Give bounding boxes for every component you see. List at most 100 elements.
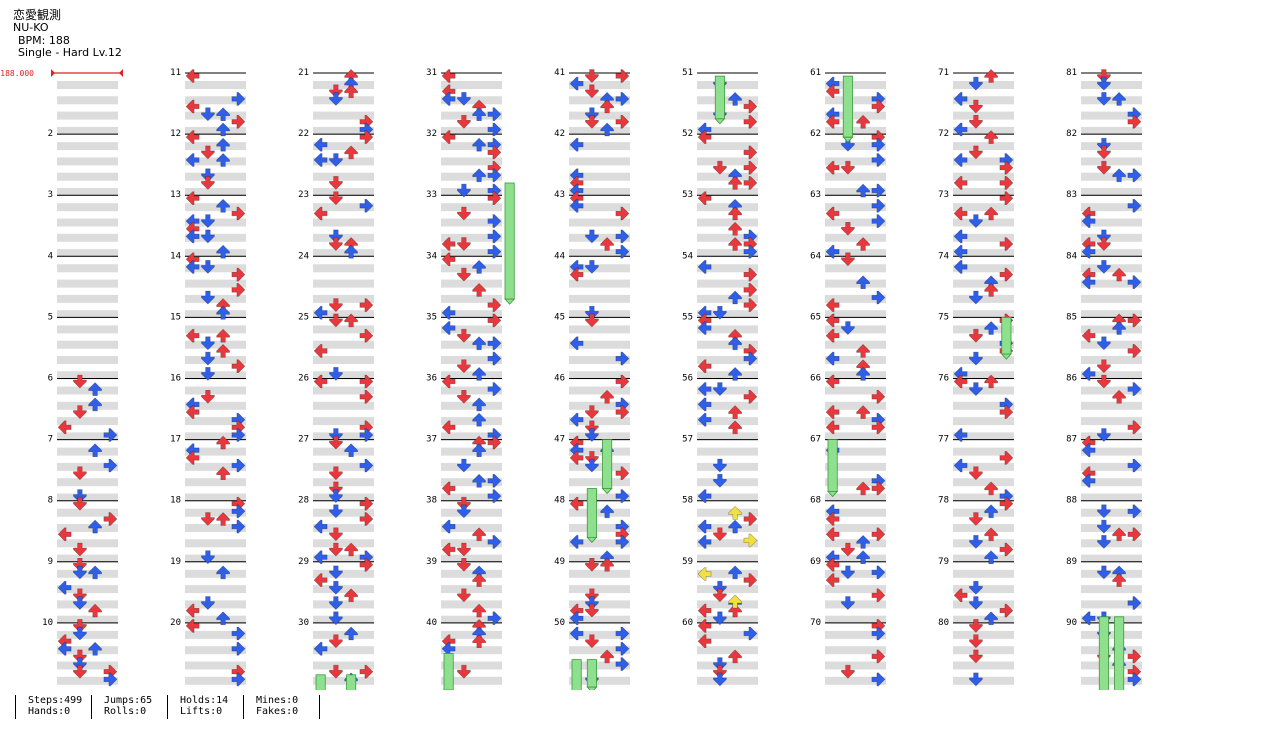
step-arrow: [999, 160, 1014, 175]
step-arrow: [344, 145, 358, 160]
beat-band: [953, 630, 1014, 639]
beat-band: [953, 493, 1014, 502]
beat-band: [825, 126, 886, 135]
hold-body: [714, 75, 725, 120]
step-arrow: [329, 542, 343, 557]
beat-band: [569, 600, 630, 609]
step-arrow: [697, 519, 712, 534]
step-arrow: [487, 489, 502, 503]
step-arrow: [329, 664, 343, 679]
step-arrow: [57, 641, 72, 656]
beat-band: [1081, 218, 1142, 227]
beat-band: [953, 126, 1014, 135]
beat-band: [313, 249, 374, 258]
step-arrow: [329, 466, 343, 481]
beat-band: [57, 615, 118, 624]
beat-band: [57, 188, 118, 196]
stat-rolls: Rolls:0: [104, 706, 147, 717]
measure-number: 79: [938, 557, 949, 567]
beat-band: [313, 462, 374, 471]
measure-number: 3: [48, 190, 53, 200]
beat-band: [569, 508, 630, 517]
beat-band: [825, 279, 886, 288]
beat-band: [441, 264, 502, 273]
step-arrow: [457, 664, 471, 679]
beat-band: [441, 371, 502, 380]
beat-band: [57, 524, 118, 532]
beat-band: [185, 249, 246, 258]
step-arrow: [585, 115, 599, 129]
step-arrow: [969, 649, 983, 664]
beat-band: [441, 203, 502, 212]
step-arrow: [441, 305, 456, 320]
step-arrow: [88, 443, 102, 458]
step-arrow: [441, 542, 456, 557]
beat-band: [441, 310, 502, 319]
step-arrow: [103, 512, 118, 526]
step-arrow: [953, 428, 968, 442]
measure-number: 16: [170, 374, 181, 384]
beat-band: [697, 157, 758, 166]
measure-number: 28: [298, 496, 309, 506]
step-arrow: [713, 473, 727, 488]
step-arrow: [344, 588, 358, 603]
step-arrow: [569, 451, 584, 465]
step-arrow: [600, 122, 614, 137]
beat-band: [441, 447, 502, 456]
beat-band: [313, 524, 374, 532]
step-arrow: [73, 657, 87, 672]
step-arrow: [585, 260, 599, 274]
measure-number: 22: [298, 129, 309, 139]
beat-band: [825, 524, 886, 532]
step-arrow: [871, 137, 886, 152]
step-arrow: [856, 534, 870, 549]
beat-band: [441, 386, 502, 395]
beat-band: [441, 325, 502, 334]
step-arrow: [185, 603, 200, 618]
step-arrow: [216, 137, 230, 152]
beat-band: [313, 294, 374, 303]
beat-band: [313, 233, 374, 242]
beat-band: [825, 630, 886, 639]
step-arrow: [185, 69, 200, 83]
hold-body: [571, 659, 582, 690]
measure-number: 62: [810, 129, 821, 139]
step-arrow: [1081, 244, 1096, 259]
beat-band: [57, 508, 118, 517]
beat-band: [1081, 600, 1142, 609]
beat-band: [569, 615, 630, 624]
step-arrow: [344, 313, 358, 328]
step-arrow: [73, 565, 87, 580]
measure-number: 24: [298, 251, 309, 261]
step-arrow: [743, 267, 758, 282]
beat-band: [825, 157, 886, 166]
step-arrow: [969, 99, 983, 114]
step-arrow: [201, 351, 215, 366]
beat-band: [1081, 508, 1142, 517]
step-arrow: [359, 557, 374, 572]
step-arrow: [1097, 137, 1111, 152]
step-arrow: [871, 99, 886, 114]
measure-number: 33: [426, 190, 437, 200]
step-arrow: [585, 69, 599, 83]
step-arrow: [871, 565, 886, 580]
measure-number: 12: [170, 129, 181, 139]
beat-band: [697, 371, 758, 380]
step-arrow: [825, 298, 840, 312]
beat-band: [1081, 401, 1142, 410]
step-arrow: [73, 664, 87, 679]
step-arrow: [216, 244, 230, 259]
step-arrow: [487, 229, 502, 244]
beat-band: [953, 233, 1014, 242]
step-arrow: [969, 466, 983, 481]
step-arrow: [216, 328, 230, 343]
beat-band: [569, 432, 630, 441]
step-arrow: [856, 237, 870, 251]
beat-band: [57, 386, 118, 395]
beat-band: [313, 432, 374, 441]
song-artist: NU-KO: [13, 21, 49, 34]
step-arrow: [472, 137, 486, 152]
measure-number: 29: [298, 557, 309, 567]
step-arrow: [329, 596, 343, 610]
beat-band: [441, 279, 502, 288]
